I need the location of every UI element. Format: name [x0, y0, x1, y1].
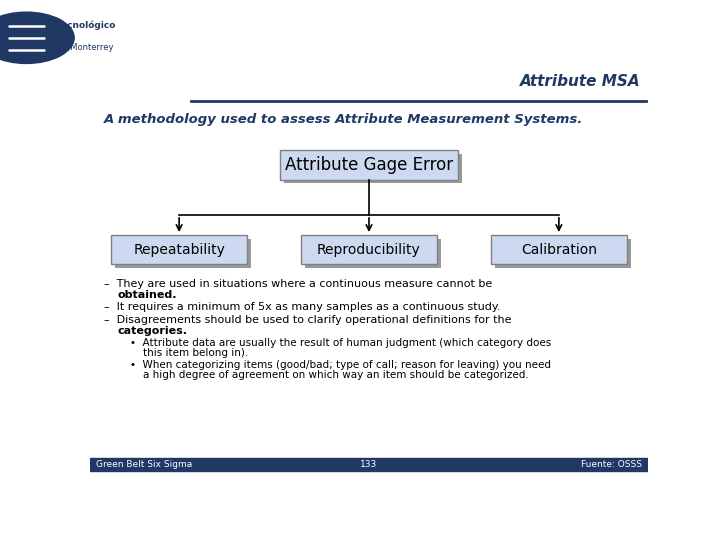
Text: this item belong in).: this item belong in).: [143, 348, 248, 358]
Text: A methodology used to assess Attribute Measurement Systems.: A methodology used to assess Attribute M…: [104, 113, 583, 126]
Text: –  It requires a minimum of 5x as many samples as a continuous study.: – It requires a minimum of 5x as many sa…: [104, 302, 500, 312]
Text: •  Attribute data are usually the result of human judgment (which category does: • Attribute data are usually the result …: [130, 338, 552, 348]
Text: Reproducibility: Reproducibility: [317, 242, 421, 256]
Text: Fuente: OSSS: Fuente: OSSS: [581, 460, 642, 469]
FancyBboxPatch shape: [495, 239, 631, 268]
Bar: [90, 457, 648, 471]
Text: Tecnológico: Tecnológico: [56, 21, 116, 30]
Text: Calibration: Calibration: [521, 242, 597, 256]
Text: Attribute Gage Error: Attribute Gage Error: [285, 156, 453, 174]
Text: Attribute MSA: Attribute MSA: [520, 74, 640, 89]
Text: categories.: categories.: [118, 326, 188, 336]
Text: 133: 133: [361, 460, 377, 469]
FancyBboxPatch shape: [301, 235, 437, 264]
Text: –  They are used in situations where a continuous measure cannot be: – They are used in situations where a co…: [104, 279, 492, 289]
FancyBboxPatch shape: [284, 154, 462, 184]
FancyBboxPatch shape: [491, 235, 626, 264]
Text: de Monterrey: de Monterrey: [56, 43, 113, 52]
Text: Repeatability: Repeatability: [133, 242, 225, 256]
FancyBboxPatch shape: [115, 239, 251, 268]
Text: –  Disagreements should be used to clarify operational definitions for the: – Disagreements should be used to clarif…: [104, 315, 511, 325]
Circle shape: [0, 12, 74, 63]
FancyBboxPatch shape: [280, 150, 458, 179]
Text: a high degree of agreement on which way an item should be categorized.: a high degree of agreement on which way …: [143, 370, 528, 380]
FancyBboxPatch shape: [112, 235, 247, 264]
Text: obtained.: obtained.: [118, 289, 177, 300]
FancyBboxPatch shape: [305, 239, 441, 268]
Text: •  When categorizing items (good/bad; type of call; reason for leaving) you need: • When categorizing items (good/bad; typ…: [130, 360, 552, 370]
Text: Green Belt Six Sigma: Green Belt Six Sigma: [96, 460, 192, 469]
